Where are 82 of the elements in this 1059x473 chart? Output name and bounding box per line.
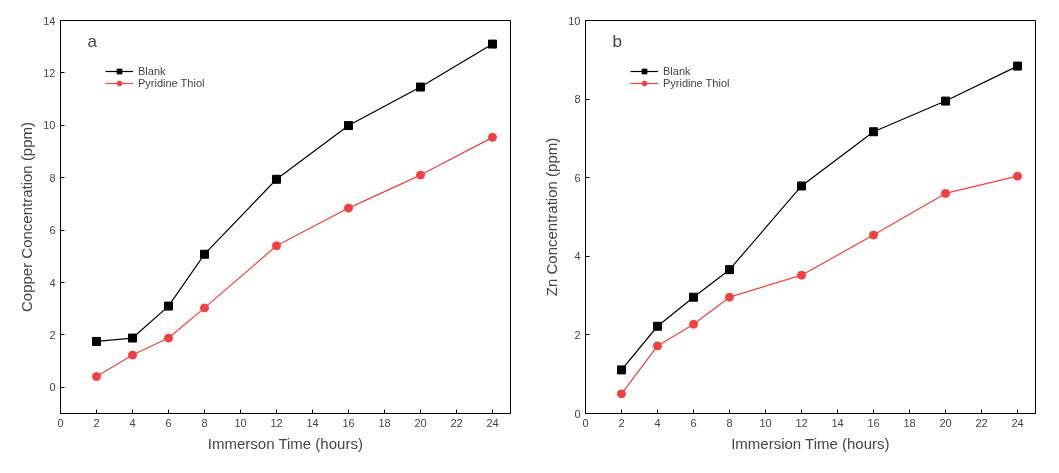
- x-tick-label: 24: [1011, 416, 1024, 429]
- y-tick-label: 10: [568, 14, 581, 27]
- y-tick-label: 0: [574, 407, 581, 420]
- point: [617, 389, 626, 399]
- y-axis-title: Zn Concentration (ppm): [543, 137, 561, 297]
- y-tick-label: 10: [43, 119, 56, 132]
- x-tick-label: 14: [306, 416, 319, 429]
- point: [344, 121, 353, 131]
- x-tick-label: 18: [378, 416, 391, 429]
- y-tick-label: 8: [49, 171, 56, 184]
- point: [941, 96, 950, 106]
- x-tick-label: 0: [582, 416, 589, 429]
- point: [941, 188, 950, 198]
- point: [164, 333, 173, 343]
- point: [1013, 61, 1022, 71]
- x-tick-label: 24: [486, 416, 499, 429]
- point: [488, 39, 497, 49]
- x-axis-title: Immerson Time (hours): [207, 434, 363, 452]
- x-tick-label: 12: [795, 416, 808, 429]
- point: [164, 301, 173, 311]
- point: [689, 292, 698, 302]
- point: [1013, 171, 1022, 181]
- point: [488, 132, 497, 142]
- text: a: [87, 32, 98, 52]
- point: [92, 372, 101, 382]
- y-tick-label: 12: [43, 66, 56, 79]
- x-tick-label: 2: [93, 416, 100, 429]
- x-tick-label: 20: [939, 416, 952, 429]
- y-tick-label: 2: [574, 328, 581, 341]
- text: b: [612, 32, 622, 52]
- point: [416, 170, 425, 180]
- point: [617, 365, 626, 375]
- point: [797, 181, 806, 191]
- point: [725, 292, 734, 302]
- point: [200, 249, 209, 259]
- x-tick-label: 4: [129, 416, 136, 429]
- y-tick-label: 4: [574, 250, 581, 263]
- legend-label: Pyridine Thiol: [663, 77, 730, 89]
- point: [92, 336, 101, 346]
- y-tick-label: 6: [49, 224, 56, 237]
- x-tick-label: 18: [903, 416, 916, 429]
- point: [128, 350, 137, 360]
- x-tick-label: 10: [759, 416, 772, 429]
- x-tick-label: 6: [165, 416, 172, 429]
- x-tick-label: 0: [57, 416, 64, 429]
- x-tick-label: 6: [690, 416, 697, 429]
- point: [416, 82, 425, 92]
- x-tick-label: 4: [654, 416, 661, 429]
- y-tick-label: 4: [49, 276, 56, 289]
- point: [869, 230, 878, 240]
- x-tick-label: 14: [831, 416, 844, 429]
- point: [797, 270, 806, 280]
- point: [272, 241, 281, 251]
- x-tick-label: 10: [234, 416, 247, 429]
- x-tick-label: 12: [270, 416, 283, 429]
- point: [725, 265, 734, 275]
- point: [344, 203, 353, 213]
- legend-label: Pyridine Thiol: [138, 77, 205, 89]
- x-tick-label: 8: [726, 416, 733, 429]
- point: [869, 127, 878, 137]
- point: [653, 321, 662, 331]
- point: [653, 341, 662, 351]
- y-tick-label: 8: [574, 93, 581, 106]
- x-tick-label: 22: [450, 416, 463, 429]
- x-tick-label: 16: [342, 416, 355, 429]
- legend-label: Blank: [138, 65, 166, 77]
- x-tick-label: 20: [414, 416, 427, 429]
- x-tick-label: 2: [618, 416, 625, 429]
- x-tick-label: 16: [867, 416, 880, 429]
- y-axis-title: Copper Concentration (ppm): [18, 121, 36, 313]
- point: [689, 319, 698, 329]
- point: [272, 174, 281, 184]
- y-tick-label: 6: [574, 171, 581, 184]
- point: [128, 333, 137, 343]
- legend-label: Blank: [663, 65, 691, 77]
- y-tick-label: 0: [49, 381, 56, 394]
- x-tick-label: 8: [201, 416, 208, 429]
- point: [200, 303, 209, 313]
- x-tick-label: 22: [975, 416, 988, 429]
- x-axis-title: Immersion Time (hours): [731, 434, 890, 452]
- y-tick-label: 2: [49, 328, 56, 341]
- y-tick-label: 14: [43, 14, 56, 27]
